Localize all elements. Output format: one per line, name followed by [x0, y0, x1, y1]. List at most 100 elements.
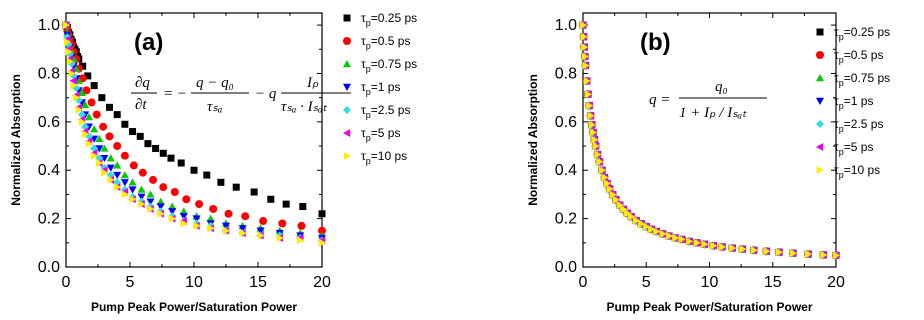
- data-point: [581, 43, 589, 52]
- legend-entry-3: τp=1 ps: [816, 94, 873, 111]
- data-point: [582, 61, 590, 70]
- data-point: [98, 94, 106, 102]
- legend-entry-4: τp=2.5 ps: [816, 117, 883, 134]
- legend-tau: τ: [361, 57, 366, 71]
- legend-entry-2: τp=0.75 ps: [816, 71, 890, 88]
- legend-entry-2: τp=0.75 ps: [343, 57, 417, 74]
- legend-sub: p: [366, 110, 371, 120]
- data-point: [318, 210, 326, 218]
- legend-sub: p: [366, 18, 371, 28]
- data-point: [207, 224, 215, 233]
- data-point: [62, 21, 70, 30]
- legend-tau: τ: [361, 34, 366, 48]
- data-point: [297, 221, 306, 230]
- series-5: [579, 21, 840, 260]
- x-axis-label: Pump Peak Power/Saturation Power: [91, 300, 297, 314]
- data-point: [179, 207, 188, 215]
- data-point: [598, 166, 606, 175]
- panel-a: 0 5 10 15 20 0.0 0.2 0.4 0.6 0.8 1.0 Pump Peak Powe…: [9, 11, 417, 314]
- legend-marker: [816, 51, 824, 59]
- data-point: [146, 190, 155, 198]
- data-point: [206, 214, 215, 222]
- data-point: [100, 154, 109, 163]
- data-point: [583, 76, 591, 85]
- data-point: [637, 219, 646, 228]
- data-point: [603, 179, 612, 188]
- data-point: [718, 242, 727, 251]
- legend-sub: p: [366, 133, 371, 143]
- legend-entry-0: τp=0.25 ps: [343, 11, 417, 28]
- data-point: [79, 62, 87, 70]
- legend-tau: τ: [361, 11, 366, 25]
- data-point: [267, 195, 275, 203]
- data-point: [643, 222, 651, 231]
- data-point: [114, 183, 122, 192]
- data-point: [665, 232, 674, 241]
- data-point: [129, 128, 137, 136]
- data-point: [282, 200, 290, 208]
- legend-label: τp=0.75 ps: [834, 71, 890, 88]
- data-point: [82, 86, 91, 95]
- x-tick-label: 0: [62, 274, 71, 291]
- legend-sub: p: [839, 32, 844, 42]
- legend-rest: =5 ps: [844, 140, 874, 154]
- legend-rest: =0.5 ps: [371, 34, 411, 48]
- data-point: [90, 82, 98, 90]
- legend-entry-1: τp=0.5 ps: [816, 48, 883, 65]
- data-point: [775, 248, 784, 257]
- data-point: [121, 190, 129, 199]
- eq-term: q − q₀: [196, 75, 234, 91]
- data-point: [693, 238, 701, 247]
- legend-sub: p: [839, 124, 844, 134]
- legend-tau: τ: [361, 149, 366, 163]
- legend-label: τp=0.25 ps: [361, 11, 417, 28]
- data-point: [624, 209, 632, 218]
- data-point: [101, 168, 109, 177]
- y-axis-label: Normalized Absorption: [9, 74, 23, 206]
- data-point: [217, 178, 225, 186]
- data-point: [632, 216, 641, 225]
- legend-entry-1: τp=0.5 ps: [343, 34, 410, 51]
- eq-term: q₀: [715, 79, 728, 95]
- data-point: [612, 195, 620, 204]
- data-point: [113, 111, 121, 119]
- series-0: [62, 21, 326, 218]
- data-point: [616, 201, 624, 210]
- data-point: [299, 203, 307, 211]
- legend-tau: τ: [361, 103, 366, 117]
- x-tick-label: 15: [249, 274, 267, 291]
- legend-tau: τ: [361, 126, 366, 140]
- data-point: [120, 179, 129, 187]
- data-point: [209, 204, 218, 213]
- data-point: [256, 227, 265, 235]
- y-tick-label: 0.2: [555, 211, 577, 228]
- data-point: [190, 166, 198, 174]
- plot-frame: [582, 12, 837, 268]
- legend-sub: p: [366, 41, 371, 51]
- data-point: [701, 240, 709, 249]
- y-tick-label: 0.4: [38, 162, 60, 179]
- data-point: [276, 233, 284, 242]
- panel-b: 0 5 10 15 20 0.0 0.2 0.4 0.6 0.8 1.0 Pump Peak Powe…: [526, 12, 890, 314]
- data-point: [195, 200, 204, 209]
- legend-marker: [816, 166, 824, 174]
- data-point: [136, 132, 144, 140]
- eq-term: 1 + Iₚ / Iₛₐₜ: [679, 105, 747, 121]
- legend-rest: =0.25 ps: [371, 11, 417, 25]
- data-point: [678, 235, 686, 244]
- data-point: [168, 208, 177, 216]
- data-point: [78, 117, 86, 126]
- data-point: [601, 173, 609, 182]
- data-point: [156, 203, 165, 211]
- y-tick-label: 0.0: [555, 259, 577, 276]
- y-tick-label: 1.0: [38, 17, 60, 34]
- data-point: [750, 246, 758, 255]
- data-point: [95, 145, 104, 153]
- data-point: [710, 241, 718, 250]
- legend-label: τp=0.5 ps: [834, 48, 883, 65]
- data-point: [75, 105, 83, 114]
- legend-sub: p: [366, 87, 371, 97]
- data-point: [92, 110, 101, 119]
- data-point: [90, 125, 99, 133]
- series-4: [62, 21, 326, 245]
